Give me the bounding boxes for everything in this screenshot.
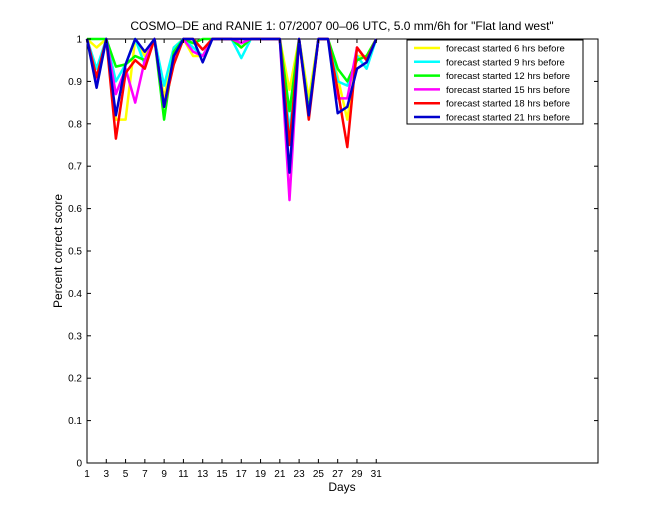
x-tick-label: 27 xyxy=(332,469,344,480)
legend-label-5: forecast started 18 hrs before xyxy=(446,99,570,110)
x-tick-label: 23 xyxy=(294,469,306,480)
x-tick-label: 11 xyxy=(178,469,189,480)
x-tick-label: 13 xyxy=(197,469,209,480)
x-tick-label: 25 xyxy=(313,469,325,480)
y-tick-label: 0.8 xyxy=(68,119,82,130)
x-tick-label: 3 xyxy=(104,469,110,480)
x-tick-label: 5 xyxy=(123,469,129,480)
series-layer xyxy=(85,37,378,202)
legend-label-6: forecast started 21 hrs before xyxy=(446,113,570,124)
y-tick-label: 0 xyxy=(76,459,82,470)
x-tick-label: 19 xyxy=(255,469,267,480)
legend-label-1: forecast started 6 hrs before xyxy=(446,44,565,55)
y-tick-label: 0.4 xyxy=(68,289,82,300)
y-axis: 0 0.1 0.2 0.3 0.4 0.5 0.6 0.7 0.8 0.9 1 xyxy=(68,35,598,470)
y-tick-label: 0.7 xyxy=(68,162,82,173)
legend-label-3: forecast started 12 hrs before xyxy=(446,71,570,82)
x-tick-label: 17 xyxy=(236,469,248,480)
y-tick-label: 1 xyxy=(76,35,82,46)
legend-label-4: forecast started 15 hrs before xyxy=(446,85,570,96)
y-tick-label: 0.3 xyxy=(68,331,82,342)
x-axis: 1 3 5 7 9 11 13 15 17 19 21 23 25 27 29 31 xyxy=(84,39,382,480)
x-axis-label: Days xyxy=(328,480,355,494)
legend-label-2: forecast started 9 hrs before xyxy=(446,57,565,68)
x-tick-label: 29 xyxy=(351,469,363,480)
x-tick-label: 7 xyxy=(142,469,148,480)
x-tick-label: 9 xyxy=(161,469,167,480)
x-tick-label: 21 xyxy=(274,469,286,480)
x-tick-label: 31 xyxy=(371,469,383,480)
series-line-6 xyxy=(85,37,378,174)
x-tick-label: 1 xyxy=(84,469,90,480)
legend-box xyxy=(406,39,584,125)
chart-title: COSMO–DE and RANIE 1: 07/2007 00–06 UTC,… xyxy=(130,19,553,33)
legend-items: forecast started 6 hrs before forecast st… xyxy=(414,44,570,124)
x-tick-label: 15 xyxy=(216,469,228,480)
y-tick-label: 0.1 xyxy=(68,416,82,427)
y-tick-label: 0.9 xyxy=(68,77,82,88)
legend: forecast started 6 hrs before forecast st… xyxy=(406,39,584,125)
y-axis-label: Percent correct score xyxy=(51,194,65,308)
y-tick-label: 0.6 xyxy=(68,204,82,215)
y-tick-label: 0.5 xyxy=(68,247,82,258)
y-tick-label: 0.2 xyxy=(68,374,82,385)
